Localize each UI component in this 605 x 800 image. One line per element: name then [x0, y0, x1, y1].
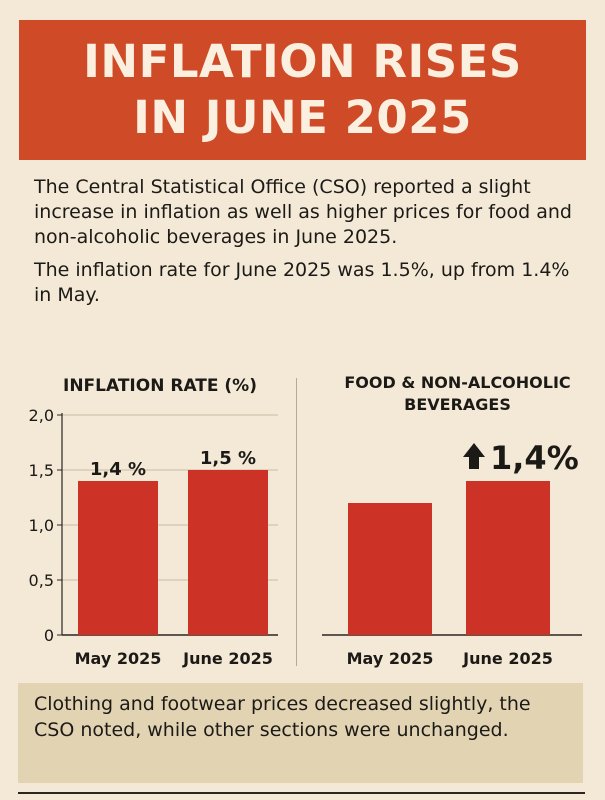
y-tick-label: 1,5 [29, 461, 54, 480]
y-tick-label: 0,5 [29, 571, 54, 590]
y-tick-label: 1,0 [29, 516, 54, 535]
headline-banner: INFLATION RISES IN JUNE 2025 [19, 20, 586, 160]
footnote-box: Clothing and footwear prices decreased s… [18, 683, 583, 783]
food-chart-title-line-1: FOOD & NON-ALCOHOLIC [344, 373, 571, 392]
annotation-label: 1,4% [490, 439, 579, 477]
inflation-rate-chart: 0 0,5 1,0 1,5 2,0 1,4 % May 2025 1,5 % June 2025 [29, 406, 278, 668]
inflation-chart-title: INFLATION RATE (%) [63, 376, 257, 396]
headline-line-1: INFLATION RISES [83, 35, 522, 88]
bar [348, 503, 432, 635]
up-arrow-icon [463, 443, 485, 469]
y-tick-label: 0 [44, 626, 54, 645]
panel-divider [296, 378, 297, 666]
food-beverages-chart: May 2025 June 2025 1,4% [322, 439, 582, 668]
headline-line-2: IN JUNE 2025 [133, 91, 472, 144]
data-label: 1,5 % [200, 448, 256, 469]
intro-paragraph-2: The inflation rate for June 2025 was 1.5… [34, 259, 570, 306]
bar [78, 481, 158, 635]
food-chart-title-line-2: BEVERAGES [404, 395, 511, 414]
food-chart-title: FOOD & NON-ALCOHOLIC BEVERAGES [315, 372, 600, 416]
data-label: 1,4 % [90, 459, 146, 480]
bottom-rule [18, 792, 585, 794]
intro-paragraph-1: The Central Statistical Office (CSO) rep… [34, 176, 572, 248]
intro-text: The Central Statistical Office (CSO) rep… [34, 175, 574, 316]
y-tick-label: 2,0 [29, 406, 54, 425]
bar [188, 470, 268, 635]
footnote-text: Clothing and footwear prices decreased s… [34, 693, 531, 741]
category-label: May 2025 [75, 649, 162, 668]
category-label: June 2025 [182, 649, 273, 668]
category-label: May 2025 [347, 649, 434, 668]
category-label: June 2025 [462, 649, 553, 668]
bar [466, 481, 550, 635]
